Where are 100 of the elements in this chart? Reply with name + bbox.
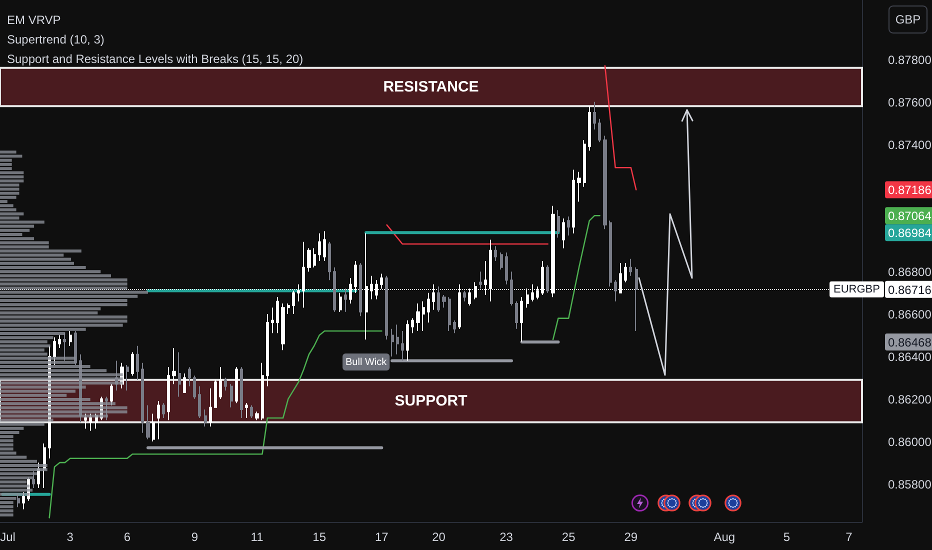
bar: [0, 171, 24, 174]
candlestick: [609, 220, 612, 287]
candlestick: [69, 330, 72, 346]
bar: [0, 179, 24, 182]
candlestick: [557, 210, 560, 238]
candlestick: [204, 409, 207, 428]
candlestick: [214, 379, 217, 408]
candlestick: [562, 218, 565, 249]
candlestick: [318, 232, 321, 262]
candlestick: [411, 318, 414, 334]
candlestick: [136, 345, 139, 380]
candlestick: [74, 330, 77, 366]
x-tick-label: Aug: [714, 530, 736, 544]
candlestick: [183, 372, 186, 394]
candlestick: [344, 288, 347, 312]
x-tick-label: 25: [562, 530, 576, 544]
candlestick: [281, 302, 285, 351]
bar: [0, 468, 48, 472]
x-tick-label: 3: [66, 530, 74, 544]
candlestick: [510, 271, 513, 306]
candlestick: [126, 364, 129, 391]
bar: [0, 443, 14, 446]
y-tick-label: 0.87400: [888, 138, 932, 152]
x-tick-label: Jul: [0, 530, 16, 544]
candlestick: [37, 462, 40, 489]
bar: [0, 505, 14, 508]
y-tick-label: 0.86468: [888, 336, 932, 350]
bar: [0, 228, 30, 232]
bar: [0, 258, 72, 261]
candlestick: [380, 273, 383, 290]
candlestick: [266, 314, 269, 387]
candlestick: [588, 106, 591, 152]
x-tick-label: 11: [250, 530, 264, 544]
candlestick: [240, 366, 243, 419]
y-tick-label: 0.87186: [888, 183, 932, 198]
bar: [0, 162, 12, 166]
candlestick: [427, 292, 430, 324]
candlestick: [603, 135, 607, 230]
bar: [0, 344, 50, 348]
candlestick: [255, 411, 259, 421]
candlestick: [385, 275, 388, 340]
band-label: SUPPORT: [394, 392, 468, 410]
y-tick-label: 0.86000: [888, 434, 932, 449]
bar: [0, 204, 14, 208]
candlestick: [172, 348, 176, 385]
bar: [0, 212, 24, 216]
candlestick: [292, 290, 295, 315]
annotation: Support and Resistance Levels with Breaks (15, 15, 20): [7, 52, 304, 66]
candlestick: [422, 300, 425, 332]
candlestick: [235, 366, 238, 404]
x-tick-label: 5: [783, 530, 790, 544]
y-tick-label: 0.86984: [888, 226, 932, 240]
annotation: Supertrend (10, 3): [7, 32, 104, 46]
candlestick: [230, 384, 233, 408]
x-tick-label: 29: [624, 530, 638, 544]
candlestick: [567, 216, 570, 236]
candlestick: [598, 118, 601, 143]
candlestick: [401, 330, 404, 362]
candlestick: [479, 271, 482, 290]
bar: [0, 447, 14, 450]
annotation: Bull Wick: [346, 357, 388, 368]
candlestick: [546, 264, 549, 294]
bar: [0, 382, 123, 384]
candlestick: [453, 320, 456, 334]
bar: [0, 464, 48, 467]
candlestick: [146, 404, 150, 440]
candlestick: [635, 266, 638, 332]
y-axis-title: GBP: [895, 12, 921, 26]
candlestick: [22, 492, 25, 510]
candlestick: [333, 266, 336, 312]
candlestick: [188, 366, 191, 387]
candlestick: [219, 366, 222, 400]
annotation: EM VRVP: [7, 13, 61, 27]
candlestick: [448, 296, 451, 332]
candlestick: [572, 169, 575, 234]
bar: [0, 488, 33, 492]
candlestick: [515, 300, 518, 330]
y-tick-label: 0.87800: [888, 52, 932, 67]
candlestick: [614, 280, 617, 302]
candlestick: [276, 296, 279, 334]
candlestick: [245, 402, 248, 419]
candlestick: [323, 230, 326, 262]
candlestick: [178, 352, 181, 398]
candlestick: [53, 336, 56, 366]
candlestick: [416, 302, 420, 332]
candlestick: [131, 352, 134, 376]
candlestick: [58, 334, 61, 348]
candlestick: [17, 494, 20, 508]
bar: [0, 430, 20, 434]
y-tick-label: 0.86200: [888, 392, 932, 406]
bar: [0, 220, 44, 224]
candlestick: [209, 388, 212, 428]
candlestick: [198, 386, 201, 419]
bar: [0, 184, 20, 187]
x-tick-label: 17: [374, 530, 389, 544]
bar: [0, 406, 128, 410]
candlestick: [110, 384, 113, 406]
bar: [0, 196, 16, 199]
bar: [0, 513, 14, 516]
candlestick: [313, 248, 316, 268]
